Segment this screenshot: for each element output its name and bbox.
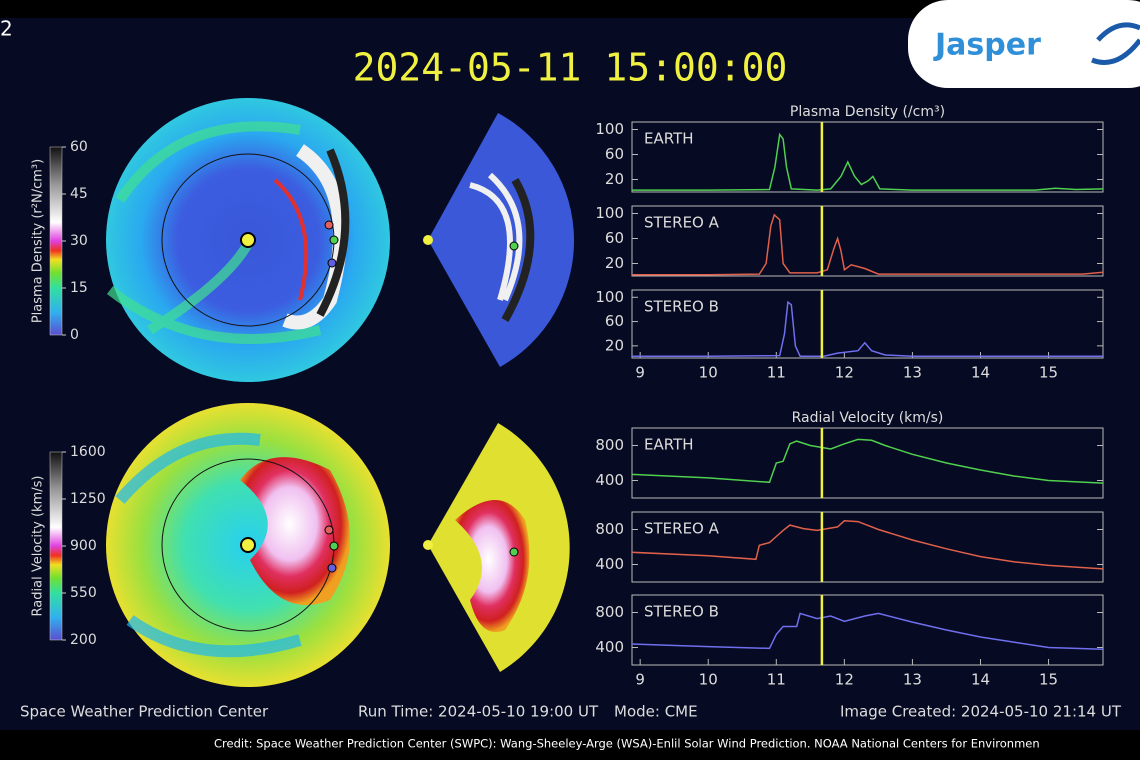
colorbar-tick-label: 1250 xyxy=(70,491,106,507)
y-tick-label: 800 xyxy=(595,520,624,538)
x-tick-label: 15 xyxy=(1039,671,1058,689)
panel-group-title: Radial Velocity (km/s) xyxy=(792,410,944,426)
footer-created: Image Created: 2024-05-10 21:14 UT xyxy=(840,703,1122,721)
panel-label: EARTH xyxy=(644,436,694,454)
plot-frame xyxy=(631,594,1104,666)
plot-frame xyxy=(631,427,1104,499)
y-tick-label: 800 xyxy=(595,436,624,454)
colorbar-tick-label: 60 xyxy=(70,139,88,155)
colorbar-label: Radial Velocity (km/s) xyxy=(31,476,46,617)
data-line xyxy=(632,213,1104,276)
x-tick-label: 11 xyxy=(767,364,786,382)
data-line xyxy=(631,438,1104,484)
top-band xyxy=(0,0,1140,18)
x-tick-label: 12 xyxy=(835,671,854,689)
logo-mark xyxy=(1091,22,1140,65)
timestamp-title: 2024-05-11 15:00:00 xyxy=(353,46,788,90)
colorbar-tick-label: 200 xyxy=(70,632,97,648)
plot-frame xyxy=(631,121,1104,193)
y-tick-label: 100 xyxy=(595,204,624,222)
y-tick-label: 60 xyxy=(605,145,624,163)
panel-group-title: Plasma Density (/cm³) xyxy=(790,104,945,120)
density-disk xyxy=(106,98,390,382)
colorbar-label: Plasma Density (r²N/cm³) xyxy=(31,159,46,323)
colorbar xyxy=(49,451,63,641)
y-tick-label: 60 xyxy=(605,229,624,247)
panel-label: STEREO A xyxy=(644,520,720,538)
y-tick-label: 100 xyxy=(595,120,624,138)
data-line xyxy=(632,132,1104,191)
x-tick-label: 10 xyxy=(699,364,718,382)
plot-frame xyxy=(631,289,1104,359)
density-wedge xyxy=(423,113,575,367)
footer-left: Space Weather Prediction Center xyxy=(20,703,269,721)
footer-mode: Mode: CME xyxy=(614,703,698,721)
colorbar xyxy=(49,146,63,336)
data-line xyxy=(631,520,1104,570)
panel-label: STEREO B xyxy=(644,603,719,621)
colorbar-tick-label: 0 xyxy=(70,327,79,343)
panel-label: EARTH xyxy=(644,130,694,148)
x-tick-label: 15 xyxy=(1039,364,1058,382)
credit: Credit: Space Weather Prediction Center … xyxy=(214,737,1040,751)
slide-number: 2 xyxy=(0,17,13,41)
x-tick-label: 14 xyxy=(971,671,990,689)
x-tick-label: 12 xyxy=(835,364,854,382)
x-tick-label: 11 xyxy=(767,671,786,689)
panel-label: STEREO B xyxy=(644,298,719,316)
data-line xyxy=(632,300,1103,357)
logo-box xyxy=(908,0,1140,88)
velocity-wedge xyxy=(423,423,570,672)
y-tick-label: 20 xyxy=(605,170,624,188)
y-tick-label: 20 xyxy=(605,254,624,272)
panel-label: STEREO A xyxy=(644,214,720,232)
y-tick-label: 100 xyxy=(595,288,624,306)
plot-frame xyxy=(631,205,1104,277)
y-tick-label: 400 xyxy=(595,638,624,656)
data-line xyxy=(631,612,1104,651)
x-tick-label: 9 xyxy=(635,671,645,689)
x-tick-label: 13 xyxy=(903,364,922,382)
logo-text: Jasper xyxy=(933,28,1041,63)
y-tick-label: 800 xyxy=(595,603,624,621)
x-tick-label: 10 xyxy=(699,671,718,689)
y-tick-label: 400 xyxy=(595,555,624,573)
colorbar-tick-label: 1600 xyxy=(70,444,106,460)
y-tick-label: 400 xyxy=(595,471,624,489)
colorbar-tick-label: 15 xyxy=(70,280,88,296)
y-tick-label: 20 xyxy=(605,336,624,354)
colorbar-tick-label: 900 xyxy=(70,538,97,554)
colorbar-tick-label: 45 xyxy=(70,186,88,202)
x-tick-label: 14 xyxy=(971,364,990,382)
footer-run-time: Run Time: 2024-05-10 19:00 UT xyxy=(358,703,599,721)
x-tick-label: 13 xyxy=(903,671,922,689)
colorbar-tick-label: 550 xyxy=(70,585,97,601)
colorbar-tick-label: 30 xyxy=(70,233,88,249)
x-tick-label: 9 xyxy=(635,364,645,382)
plot-frame xyxy=(631,511,1104,583)
y-tick-label: 60 xyxy=(605,312,624,330)
velocity-disk xyxy=(106,403,390,687)
